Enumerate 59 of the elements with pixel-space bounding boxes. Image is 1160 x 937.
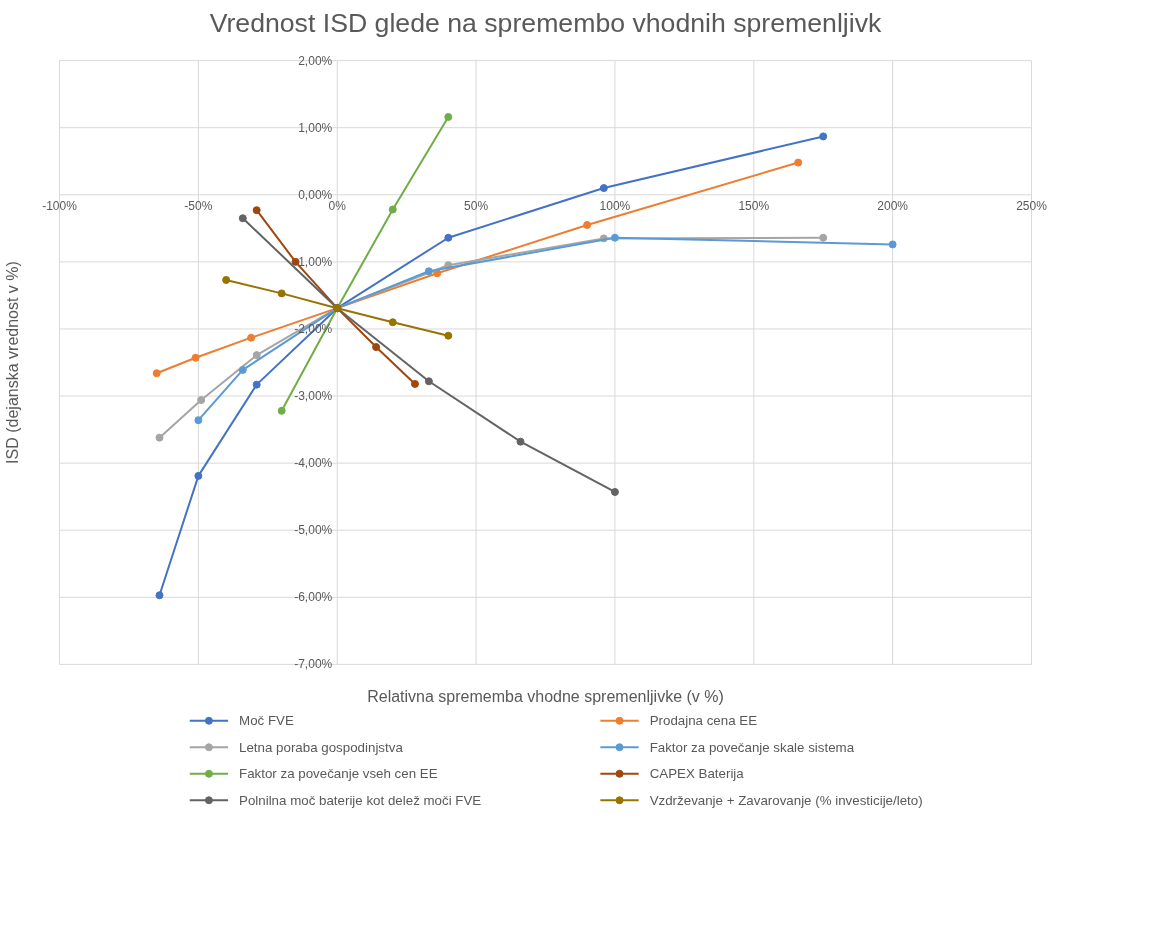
point <box>610 233 619 242</box>
y-tick-label: 2,00% <box>298 53 333 68</box>
x-tick-label: 200% <box>877 198 909 213</box>
point <box>610 487 619 496</box>
point <box>155 433 164 442</box>
point <box>197 396 206 405</box>
legend-label: Moč FVE <box>239 713 294 729</box>
point <box>444 331 453 340</box>
point <box>238 214 247 223</box>
point <box>252 380 261 389</box>
legend-label: Prodajna cena EE <box>649 713 758 729</box>
y-tick-label: -4,00% <box>294 456 333 471</box>
point <box>410 379 419 388</box>
legend-label: CAPEX Baterija <box>649 766 745 782</box>
y-tick-label: -6,00% <box>294 590 333 605</box>
point <box>247 333 256 342</box>
x-tick-label: -100% <box>42 198 78 213</box>
point <box>194 416 203 425</box>
y-axis-title: ISD (dejanska vrednost v %) <box>3 261 21 464</box>
point <box>155 591 164 600</box>
point <box>152 369 161 378</box>
point <box>194 471 203 480</box>
point <box>516 437 525 446</box>
x-tick-label: -50% <box>184 198 213 213</box>
point <box>191 353 200 362</box>
point <box>444 233 453 242</box>
legend-label: Faktor za povečanje vseh cen EE <box>239 766 438 782</box>
point <box>388 318 397 327</box>
point <box>424 377 433 386</box>
y-tick-label: -3,00% <box>294 389 333 404</box>
y-tick-label: -7,00% <box>294 657 333 672</box>
point <box>794 158 803 167</box>
point <box>599 184 608 193</box>
point <box>819 132 828 141</box>
point <box>583 220 592 229</box>
legend-label: Letna poraba gospodinjstva <box>239 739 404 755</box>
x-tick-label: 250% <box>1016 198 1048 213</box>
point <box>372 343 381 352</box>
x-axis-title: Relativna sprememba vhodne spremenljivke (v %) <box>367 687 724 705</box>
y-tick-label: 1,00% <box>298 120 333 135</box>
x-tick-label: 50% <box>464 198 489 213</box>
point <box>888 240 897 249</box>
x-tick-label: 150% <box>738 198 770 213</box>
point <box>238 365 247 374</box>
point <box>444 112 453 121</box>
legend-label: Polnilna moč baterije kot delež moči FVE <box>239 792 482 808</box>
point <box>424 267 433 276</box>
point <box>252 351 261 360</box>
point <box>222 275 231 284</box>
legend-label: Vzdrževanje + Zavarovanje (% investicije/leto) <box>649 792 923 808</box>
y-tick-label: -5,00% <box>294 523 333 538</box>
point <box>252 206 261 215</box>
chart-title: Vrednost ISD glede na spremembo vhodnih spremenljivk <box>209 7 883 38</box>
point <box>277 289 286 298</box>
x-tick-label: 100% <box>599 198 631 213</box>
point <box>819 233 828 242</box>
point <box>277 406 286 415</box>
point <box>388 205 397 214</box>
legend-label: Faktor za povečanje skale sistema <box>649 739 855 755</box>
